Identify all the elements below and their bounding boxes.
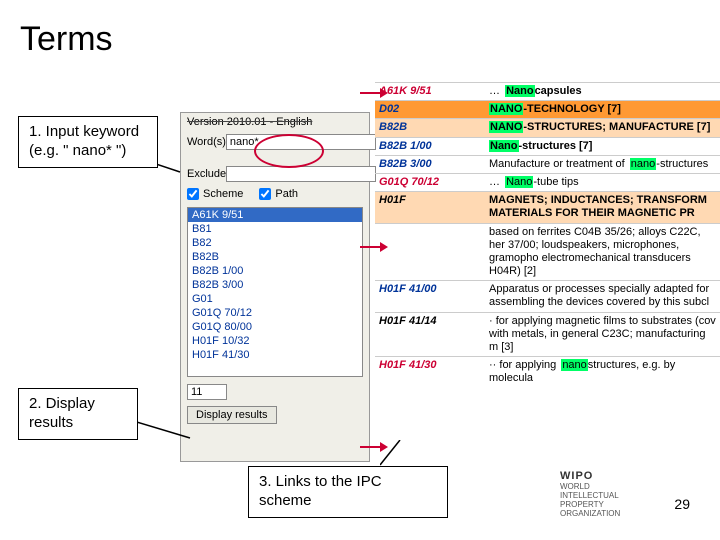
result-code[interactable]: H01F 41/14 (375, 313, 485, 357)
results-listbox[interactable]: A61K 9/51 B81 B82 B82B B82B 1/00 B82B 3/… (187, 207, 363, 377)
results-table: A61K 9/51… NanocapsulesD02NANO-TECHNOLOG… (375, 82, 720, 388)
result-row: H01F 41/14· for applying magnetic films … (375, 312, 720, 357)
result-code[interactable]: H01F 41/30 (375, 357, 485, 387)
result-code[interactable]: A61K 9/51 (375, 83, 485, 100)
result-code[interactable]: D02 (375, 101, 485, 118)
result-code[interactable]: B82B 1/00 (375, 138, 485, 155)
page-title: Terms (20, 20, 113, 59)
callout-display-results: 2. Display results (18, 388, 138, 440)
word-label: Word(s) (187, 136, 226, 148)
scheme-label: Scheme (203, 188, 243, 200)
list-item[interactable]: G01Q 70/12 (188, 306, 362, 320)
result-desc: NANO-TECHNOLOGY [7] (485, 101, 720, 118)
page-number: 29 (674, 496, 690, 512)
result-code[interactable]: H01F 41/00 (375, 281, 485, 311)
list-item[interactable]: H01F 10/32 (188, 334, 362, 348)
path-checkbox[interactable] (259, 188, 271, 200)
list-item[interactable]: A61K 9/51 (188, 208, 362, 222)
result-desc: … Nanocapsules (485, 83, 720, 100)
count-input[interactable] (187, 384, 227, 400)
result-desc: … Nano-tube tips (485, 174, 720, 191)
exclude-label: Exclude (187, 168, 226, 180)
list-item[interactable]: B81 (188, 222, 362, 236)
result-code[interactable]: G01Q 70/12 (375, 174, 485, 191)
result-desc: Manufacture or treatment of nano-structu… (485, 156, 720, 173)
result-code[interactable]: H01F (375, 192, 485, 222)
list-item[interactable]: H01F 41/30 (188, 348, 362, 362)
result-row: based on ferrites C04B 35/26; alloys C22… (375, 223, 720, 281)
result-row: G01Q 70/12… Nano-tube tips (375, 173, 720, 191)
result-desc: · for applying magnetic films to substra… (485, 313, 720, 357)
result-desc: based on ferrites C04B 35/26; alloys C22… (485, 224, 720, 281)
result-code[interactable]: B82B (375, 119, 485, 136)
wipo-logo: WIPO WORLD INTELLECTUAL PROPERTY ORGANIZ… (560, 470, 640, 518)
list-item[interactable]: B82B 3/00 (188, 278, 362, 292)
result-desc: NANO-STRUCTURES; MANUFACTURE [7] (485, 119, 720, 136)
list-item[interactable]: G01 (188, 292, 362, 306)
list-item[interactable]: G01Q 80/00 (188, 320, 362, 334)
result-row: H01F 41/30·· for applying nanostructures… (375, 356, 720, 387)
result-desc: Apparatus or processes specially adapted… (485, 281, 720, 311)
search-panel: Version 2010.01 - English Word(s) Exclud… (180, 112, 370, 462)
result-code[interactable]: B82B 3/00 (375, 156, 485, 173)
word-input[interactable] (226, 134, 376, 150)
path-label: Path (275, 188, 298, 200)
result-row: D02NANO-TECHNOLOGY [7] (375, 100, 720, 118)
result-row: B82B 3/00Manufacture or treatment of nan… (375, 155, 720, 173)
version-label: Version 2010.01 - English (187, 116, 312, 128)
list-item[interactable]: B82B (188, 250, 362, 264)
result-row: B82B 1/00Nano-structures [7] (375, 137, 720, 155)
result-row: A61K 9/51… Nanocapsules (375, 82, 720, 100)
result-code[interactable] (375, 224, 485, 281)
result-row: B82BNANO-STRUCTURES; MANUFACTURE [7] (375, 118, 720, 136)
result-desc: Nano-structures [7] (485, 138, 720, 155)
list-item[interactable]: B82B 1/00 (188, 264, 362, 278)
result-row: H01F 41/00Apparatus or processes special… (375, 280, 720, 311)
result-desc: ·· for applying nanostructures, e.g. by … (485, 357, 720, 387)
list-item[interactable]: B82 (188, 236, 362, 250)
callout-links-ipc: 3. Links to the IPC scheme (248, 466, 448, 518)
result-desc: MAGNETS; INDUCTANCES; TRANSFORM MATERIAL… (485, 192, 720, 222)
callout-input-keyword: 1. Input keyword (e.g. " nano* ") (18, 116, 158, 168)
exclude-input[interactable] (226, 166, 376, 182)
display-results-button[interactable]: Display results (187, 406, 277, 424)
result-row: H01FMAGNETS; INDUCTANCES; TRANSFORM MATE… (375, 191, 720, 222)
